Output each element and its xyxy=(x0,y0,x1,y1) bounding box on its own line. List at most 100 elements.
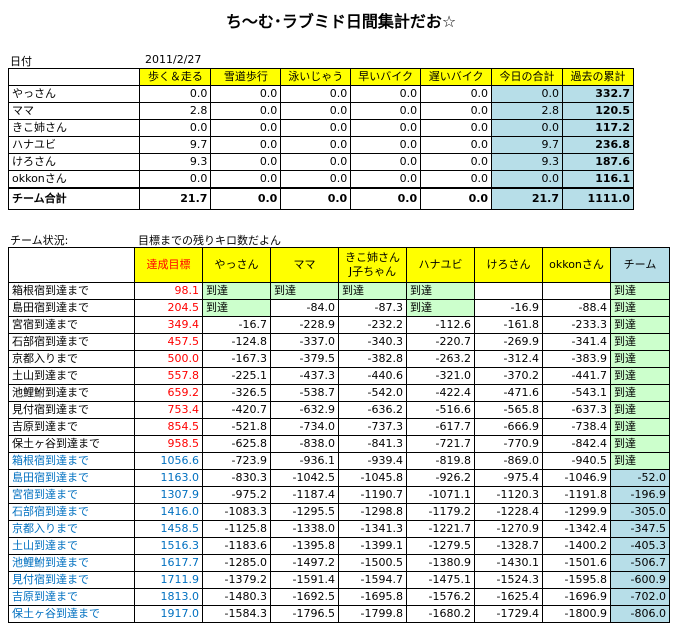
table-row: 島田宿到達まで 204.5 到達 -84.0 -87.3 到達 -16.9 -88.4 到達 xyxy=(8,299,670,317)
member-remaining: -312.4 xyxy=(474,350,543,368)
column-header: 過去の累計 xyxy=(562,68,634,86)
member-remaining: -738.4 xyxy=(542,418,611,436)
member-remaining: -842.4 xyxy=(542,435,611,453)
member-remaining: -124.8 xyxy=(202,333,271,351)
value-cell: 0.0 xyxy=(280,136,352,154)
table-row: 池鯉鮒到達まで 1617.7 -1285.0 -1497.2 -1500.5 -1380.… xyxy=(8,554,670,572)
value-cell: 0.0 xyxy=(210,153,282,171)
member-remaining: -1591.4 xyxy=(270,571,339,589)
team-remaining: -702.0 xyxy=(610,588,670,606)
goal-name: 見付宿到達まで xyxy=(8,571,135,589)
member-remaining: -1399.1 xyxy=(338,537,407,555)
goal-name: 池鯉鮒到達まで xyxy=(8,554,135,572)
member-remaining: 到達 xyxy=(338,282,407,300)
member-remaining: -869.0 xyxy=(474,452,543,470)
member-remaining: -521.8 xyxy=(202,418,271,436)
table-row: 宮宿到達まで 1307.9 -975.2 -1187.4 -1190.7 -1071.1-… xyxy=(8,486,670,504)
member-remaining: -770.9 xyxy=(474,435,543,453)
goal-name: 土山到達まで xyxy=(8,367,135,385)
member-remaining: -636.2 xyxy=(338,401,407,419)
value-cell: 0.0 xyxy=(350,153,422,171)
table-row: 吉原到達まで 854.5 -521.8 -734.0 -737.3 -617.7 -666.… xyxy=(8,418,670,436)
value-cell: 0.0 xyxy=(350,136,422,154)
value-cell: 9.7 xyxy=(491,136,563,154)
member-remaining: -939.4 xyxy=(338,452,407,470)
member-remaining: -1799.8 xyxy=(338,605,407,623)
member-remaining: -1430.1 xyxy=(474,554,543,572)
value-cell: 0.0 xyxy=(139,85,212,103)
member-remaining: -1187.4 xyxy=(270,486,339,504)
value-cell: 9.3 xyxy=(139,153,212,171)
member-remaining: -1800.9 xyxy=(542,605,611,623)
member-remaining: -471.6 xyxy=(474,384,543,402)
total-cell: 21.7 xyxy=(491,187,563,210)
member-remaining: -936.1 xyxy=(270,452,339,470)
member-remaining: -420.7 xyxy=(202,401,271,419)
goal-target: 1458.5 xyxy=(134,520,203,538)
goal-target: 1917.0 xyxy=(134,605,203,623)
header-corner xyxy=(7,68,141,86)
value-cell: 120.5 xyxy=(562,102,634,120)
member-remaining: -975.4 xyxy=(474,469,543,487)
member-remaining: -838.0 xyxy=(270,435,339,453)
member-remaining: -220.7 xyxy=(406,333,475,351)
value-cell: 0.0 xyxy=(350,85,422,103)
member-remaining: -1625.4 xyxy=(474,588,543,606)
value-cell: 9.7 xyxy=(139,136,212,154)
member-remaining: -321.0 xyxy=(406,367,475,385)
team-remaining: 到達 xyxy=(610,350,670,368)
value-cell: 0.0 xyxy=(491,119,563,137)
member-remaining: -1338.0 xyxy=(270,520,339,538)
member-remaining: -542.0 xyxy=(338,384,407,402)
member-remaining: -383.9 xyxy=(542,350,611,368)
member-remaining xyxy=(542,282,611,300)
value-cell: 2.8 xyxy=(139,102,212,120)
member-name: ハナユビ xyxy=(7,136,141,154)
goal-name: 島田宿到達まで xyxy=(8,299,135,317)
member-remaining: -538.7 xyxy=(270,384,339,402)
table-row: 見付宿到達まで 753.4 -420.7 -632.9 -636.2 -516.6 -565… xyxy=(8,401,670,419)
total-cell: 0.0 xyxy=(420,187,493,210)
member-remaining: -84.0 xyxy=(270,299,339,317)
goal-target: 1416.0 xyxy=(134,503,203,521)
member-remaining: -975.2 xyxy=(202,486,271,504)
member-remaining: -1379.2 xyxy=(202,571,271,589)
table-row: ハナユビ 9.7 0.0 0.0 0.0 0.0 9.7 236.8 xyxy=(7,136,634,154)
member-remaining: -1380.9 xyxy=(406,554,475,572)
goal-target: 854.5 xyxy=(134,418,203,436)
daily-table: 歩く＆走る 雪道歩行 泳いじゃう 早いバイク 遅いバイク 今日の合計 過去の累計 やっさん 0.… xyxy=(7,68,634,210)
member-remaining: -382.8 xyxy=(338,350,407,368)
value-cell: 0.0 xyxy=(491,85,563,103)
table-row: 石部宿到達まで 457.5 -124.8 -337.0 -340.3 -220.7 -269… xyxy=(8,333,670,351)
member-remaining: -1045.8 xyxy=(338,469,407,487)
team-remaining: 到達 xyxy=(610,384,670,402)
team-remaining: 到達 xyxy=(610,435,670,453)
goal-target: 659.2 xyxy=(134,384,203,402)
member-remaining: -1500.5 xyxy=(338,554,407,572)
table-row: 宮宿到達まで 349.4 -16.7 -228.9 -232.2 -112.6 -161.8… xyxy=(8,316,670,334)
member-remaining: -16.9 xyxy=(474,299,543,317)
team-remaining: -806.0 xyxy=(610,605,670,623)
total-cell: 0.0 xyxy=(350,187,422,210)
team-remaining: 到達 xyxy=(610,418,670,436)
team-remaining: 到達 xyxy=(610,452,670,470)
value-cell: 9.3 xyxy=(491,153,563,171)
member-remaining: -1285.0 xyxy=(202,554,271,572)
member-remaining: -737.3 xyxy=(338,418,407,436)
value-cell: 0.0 xyxy=(350,119,422,137)
member-name: きこ姉さん xyxy=(7,119,141,137)
total-cell: 0.0 xyxy=(210,187,282,210)
member-name: okkonさん xyxy=(7,170,141,189)
value-cell: 0.0 xyxy=(280,102,352,120)
goal-name: 宮宿到達まで xyxy=(8,486,135,504)
member-remaining: -1695.8 xyxy=(338,588,407,606)
status-desc: 目標までの残りキロ数だよん xyxy=(138,234,281,247)
member-remaining: -228.9 xyxy=(270,316,339,334)
goal-name: 吉原到達まで xyxy=(8,418,135,436)
goal-name: 箱根宿到達まで xyxy=(8,282,135,300)
member-remaining: -926.2 xyxy=(406,469,475,487)
value-cell: 0.0 xyxy=(280,170,352,189)
team-remaining: 到達 xyxy=(610,316,670,334)
table-row: ママ 2.8 0.0 0.0 0.0 0.0 2.8 120.5 xyxy=(7,102,634,120)
member-remaining: -830.3 xyxy=(202,469,271,487)
